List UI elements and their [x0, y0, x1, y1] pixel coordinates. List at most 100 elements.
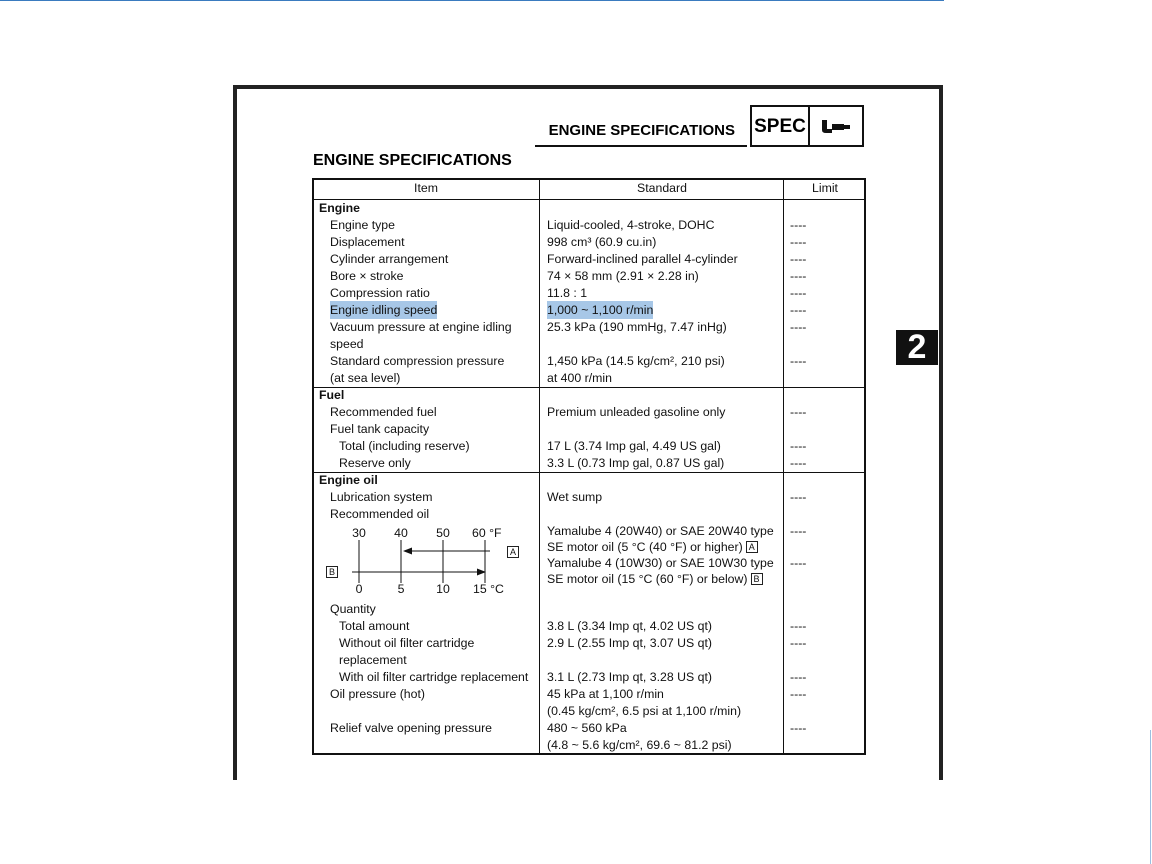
- item-text: Vacuum pressure at engine idling: [330, 320, 512, 334]
- table-frame: [312, 178, 866, 755]
- item-text: Total amount: [339, 619, 410, 633]
- item-text: Quantity: [330, 602, 376, 616]
- column-rule: [783, 178, 784, 754]
- item-text: Standard compression pressure: [330, 354, 505, 368]
- limit-text: ----: [790, 235, 807, 249]
- limit-text: ----: [790, 269, 807, 283]
- limit-text: ----: [790, 252, 807, 266]
- spec-box: [750, 105, 864, 147]
- standard-text: 74 × 58 mm (2.91 × 2.28 in): [547, 269, 699, 283]
- frame-right: [939, 85, 943, 780]
- group-name: Engine oil: [319, 473, 378, 487]
- group-rule: [312, 472, 539, 473]
- header-underline: [535, 145, 747, 147]
- standard-text: SE motor oil (5 °C (40 °F) or higher) A: [547, 538, 758, 556]
- side-tab: [896, 330, 938, 365]
- item-text: Recommended fuel: [330, 405, 437, 419]
- limit-text: ----: [790, 687, 807, 701]
- column-header: Standard: [637, 181, 687, 195]
- limit-text: ----: [790, 354, 807, 368]
- column-header: Limit: [812, 181, 838, 195]
- option-marker: A: [745, 541, 758, 553]
- spec-divider: [808, 105, 810, 147]
- fahrenheit-label: 60 °F: [472, 526, 502, 540]
- standard-text: SE motor oil (15 °C (60 °F) or below) B: [547, 570, 763, 588]
- standard-text: 998 cm³ (60.9 cu.in): [547, 235, 657, 249]
- group-rule: [539, 472, 865, 473]
- group-name: Engine: [319, 201, 360, 215]
- standard-text: 11.8 : 1: [547, 286, 588, 300]
- group-rule: [539, 387, 865, 388]
- limit-text: ----: [790, 303, 807, 317]
- header-title: ENGINE SPECIFICATIONS: [548, 122, 735, 139]
- item-text: speed: [330, 337, 364, 351]
- item-text: Without oil filter cartridge: [339, 636, 475, 650]
- standard-text: 3.3 L (0.73 Imp gal, 0.87 US gal): [547, 456, 725, 470]
- item-text: (at sea level): [330, 371, 401, 385]
- fahrenheit-label: 50: [436, 526, 450, 540]
- limit-text: ----: [790, 556, 807, 570]
- frame-top: [233, 85, 943, 89]
- celsius-label: 15 °C: [473, 582, 504, 596]
- item-text: Compression ratio: [330, 286, 430, 300]
- micrometer-icon: [822, 120, 850, 133]
- column-header: Item: [414, 181, 438, 195]
- item-text: replacement: [339, 653, 407, 667]
- item-text: Cylinder arrangement: [330, 252, 449, 266]
- standard-text: Wet sump: [547, 490, 603, 504]
- celsius-label: 0: [355, 582, 363, 596]
- top-rule: [0, 0, 944, 1]
- spec-badge: SPEC: [754, 116, 806, 137]
- limit-text: ----: [790, 320, 807, 334]
- arrow-head: [403, 547, 412, 555]
- standard-text: 45 kPa at 1,100 r/min: [547, 687, 664, 701]
- standard-text: Liquid-cooled, 4-stroke, DOHC: [547, 218, 715, 232]
- limit-text: ----: [790, 721, 807, 735]
- frame-left: [233, 85, 237, 780]
- item-text: Total (including reserve): [339, 439, 470, 453]
- item-text: Fuel tank capacity: [330, 422, 430, 436]
- limit-text: ----: [790, 456, 807, 470]
- limit-text: ----: [790, 405, 807, 419]
- standard-text: 2.9 L (2.55 Imp qt, 3.07 US qt): [547, 636, 712, 650]
- section-title: ENGINE SPECIFICATIONS: [313, 152, 512, 169]
- option-marker: B: [750, 573, 763, 585]
- arrow-head: [477, 568, 486, 576]
- group-rule: [312, 387, 539, 388]
- standard-text: Yamalube 4 (20W40) or SAE 20W40 type: [547, 524, 774, 538]
- item-text: Oil pressure (hot): [330, 687, 425, 701]
- item-text: Recommended oil: [330, 507, 430, 521]
- item-text: With oil filter cartridge replacement: [339, 670, 529, 684]
- header-row-rule: [312, 199, 865, 200]
- celsius-label: 10: [436, 582, 450, 596]
- limit-text: ----: [790, 218, 807, 232]
- limit-text: ----: [790, 619, 807, 633]
- column-rule: [539, 178, 540, 754]
- standard-text: (4.8 ~ 5.6 kg/cm², 69.6 ~ 81.2 psi): [547, 738, 732, 752]
- standard-text: 3.1 L (2.73 Imp qt, 3.28 US qt): [547, 670, 712, 684]
- limit-text: ----: [790, 524, 807, 538]
- group-name: Fuel: [319, 388, 345, 402]
- standard-text: at 400 r/min: [547, 371, 612, 385]
- fahrenheit-label: 40: [394, 526, 408, 540]
- edge-rule: [1150, 730, 1151, 864]
- chart-marker: B: [326, 566, 338, 578]
- limit-text: ----: [790, 636, 807, 650]
- standard-text: 1,450 kPa (14.5 kg/cm², 210 psi): [547, 354, 725, 368]
- standard-text: 1,000 ~ 1,100 r/min: [547, 301, 654, 319]
- item-text: Engine idling speed: [330, 301, 438, 319]
- standard-text: Forward-inclined parallel 4-cylinder: [547, 252, 738, 266]
- item-text: Displacement: [330, 235, 405, 249]
- item-text: Lubrication system: [330, 490, 433, 504]
- fahrenheit-label: 30: [352, 526, 366, 540]
- standard-text: (0.45 kg/cm², 6.5 psi at 1,100 r/min): [547, 704, 742, 718]
- standard-text: 480 ~ 560 kPa: [547, 721, 627, 735]
- limit-text: ----: [790, 490, 807, 504]
- limit-text: ----: [790, 670, 807, 684]
- item-text: Relief valve opening pressure: [330, 721, 493, 735]
- side-tab-label: 2: [907, 328, 927, 366]
- standard-text: 25.3 kPa (190 mmHg, 7.47 inHg): [547, 320, 727, 334]
- limit-text: ----: [790, 286, 807, 300]
